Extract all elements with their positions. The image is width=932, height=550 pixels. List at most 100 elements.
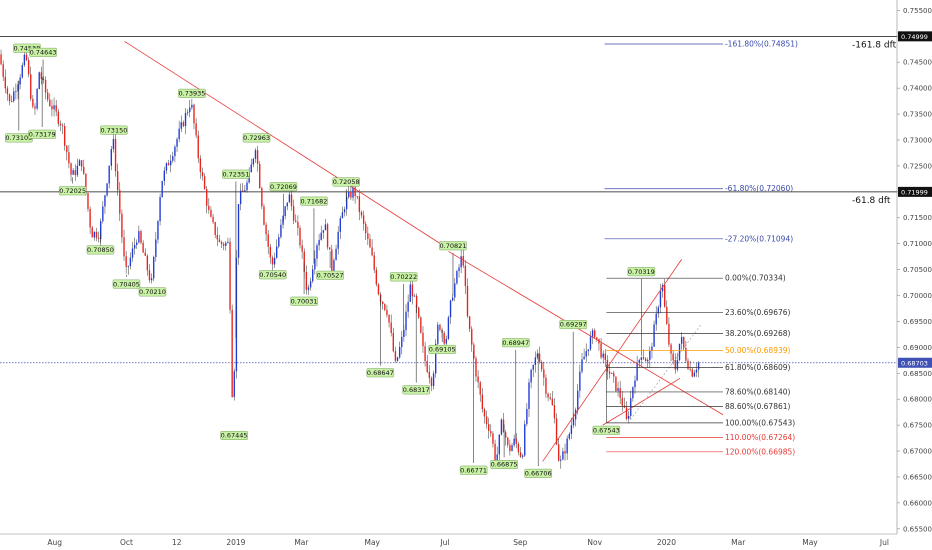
candle-down	[430, 377, 433, 387]
candle-down	[146, 255, 149, 271]
candle-up	[307, 287, 310, 290]
fib-level-label: 38.20%(0.69268)	[725, 329, 791, 338]
candle-down	[6, 88, 9, 95]
x-tick-label: 2020	[657, 538, 676, 547]
candle-up	[93, 231, 96, 238]
candle-down	[91, 227, 93, 238]
price-label-box	[178, 88, 206, 98]
candle-down	[218, 239, 221, 242]
y-tick-label: 0.66500	[903, 473, 932, 481]
price-label-text: 0.70222	[390, 273, 417, 281]
price-label-box	[332, 177, 360, 187]
candle-down	[608, 371, 611, 374]
candle-up	[634, 380, 636, 388]
candle-up	[449, 300, 452, 318]
candle-down	[212, 216, 214, 223]
price-label-text: 0.70821	[440, 242, 467, 250]
candle-up	[106, 183, 108, 196]
price-label-box	[258, 270, 287, 280]
x-tick-label: Oct	[120, 538, 133, 547]
candle-up	[100, 221, 102, 239]
candle-up	[454, 283, 456, 298]
candle-down	[265, 224, 267, 235]
candle-down	[27, 60, 30, 75]
candle-down	[32, 98, 34, 107]
candle-down	[418, 307, 420, 318]
y-tick-label: 0.68500	[903, 370, 932, 378]
candle-up	[244, 190, 246, 192]
candle-up	[528, 382, 530, 409]
current-price-tag-box	[898, 357, 932, 368]
candle-down	[547, 393, 549, 398]
candle-up	[316, 245, 318, 259]
candle-down	[613, 372, 615, 377]
y-tick-label: 0.67000	[903, 448, 932, 456]
candle-up	[250, 164, 252, 173]
candle-down	[263, 206, 265, 225]
candle-up	[324, 224, 327, 231]
candle-down	[411, 284, 414, 297]
candle-up	[108, 165, 110, 184]
price-label-text: 0.66875	[491, 461, 518, 469]
fib-level-label: -27.20%(0.71094)	[725, 234, 793, 243]
candle-up	[432, 373, 435, 387]
price-label-box	[389, 272, 418, 282]
candle-down	[555, 418, 558, 445]
candle-down	[144, 252, 146, 256]
candle-down	[492, 433, 494, 444]
price-label-text: 0.69105	[429, 346, 456, 354]
candle-up	[610, 372, 613, 374]
candle-up	[282, 216, 284, 225]
candle-up	[337, 231, 339, 249]
candle-up	[278, 237, 280, 247]
candle-down	[663, 285, 666, 307]
candle-down	[97, 237, 100, 239]
candle-down	[229, 241, 231, 310]
plot-area: -161.8 dft -61.8 dft -161.80%(0.74851) -61.…	[0, 35, 897, 478]
candle-up	[632, 387, 634, 399]
candle-down	[509, 444, 511, 452]
current-price-tag-label: 0.68703	[901, 359, 928, 367]
candle-up	[13, 91, 15, 102]
price-tag-box	[898, 186, 932, 197]
fib-level-label: -161.80%(0.74851)	[725, 40, 798, 49]
candle-up	[532, 364, 534, 370]
candle-down	[644, 358, 647, 362]
candle-down	[214, 222, 216, 236]
candle-down	[543, 369, 545, 378]
candle-down	[691, 369, 693, 377]
candle-down	[42, 78, 45, 80]
candle-down	[206, 189, 208, 206]
candle-up	[110, 149, 112, 166]
y-tick-label: 0.66000	[903, 499, 932, 507]
price-label-box	[502, 338, 530, 348]
candle-down	[490, 430, 492, 434]
candle-down	[259, 163, 261, 188]
x-tick-label: Nov	[587, 538, 602, 547]
candle-down	[549, 397, 551, 399]
candle-down	[557, 444, 560, 461]
candle-up	[352, 187, 354, 198]
candle-down	[619, 388, 621, 398]
candle-down	[4, 76, 6, 89]
candle-down	[197, 135, 199, 159]
price-label-box	[402, 385, 430, 395]
candle-up	[343, 209, 346, 213]
candle-up	[138, 231, 140, 243]
candle-down	[683, 337, 685, 348]
price-label-text: 0.70405	[113, 280, 140, 288]
candle-up	[318, 239, 320, 246]
candle-down	[358, 196, 361, 213]
price-label-text: 0.71682	[301, 197, 328, 205]
candle-up	[577, 390, 579, 410]
candle-up	[572, 419, 575, 426]
candle-up	[102, 206, 104, 222]
candle-down	[382, 301, 384, 304]
candle-up	[191, 104, 193, 108]
fib-level-label: 100.00%(0.67543)	[725, 418, 795, 427]
x-tick-label: Jul	[439, 538, 449, 547]
price-label-box	[439, 241, 467, 251]
candle-down	[360, 212, 363, 216]
candle-down	[504, 432, 507, 438]
candle-up	[627, 415, 630, 419]
